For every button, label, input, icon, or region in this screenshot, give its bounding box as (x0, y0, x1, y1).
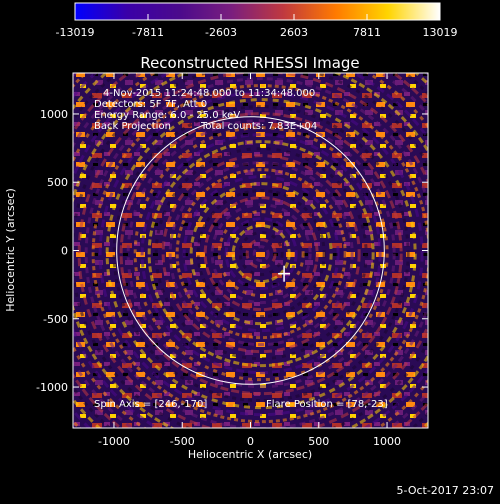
fringe-ring (168, 161, 354, 347)
detectors-label: Detectors: 5F 7F, Att 0 (94, 99, 207, 110)
fringe-ring (231, 224, 291, 284)
spin-axis-label: Spin Axis = [246,-170] (94, 399, 207, 410)
y-axis-ticks: -1000 -500 0 500 1000 (36, 108, 428, 394)
y-axis-label: Heliocentric Y (arcsec) (4, 188, 17, 312)
energy-label: Energy Range: 6.0 - 25.0 keV (94, 110, 240, 121)
time-range-label: 4-Nov-2015 11:24:48.000 to 11:34:48.000 (103, 88, 315, 99)
fringe-ring (217, 210, 305, 298)
fringe-ring (182, 175, 340, 333)
x-axis-ticks: -1000 -500 0 500 1000 (98, 73, 401, 448)
fringe-ring (133, 126, 389, 382)
fringe-ring (189, 182, 333, 326)
colorbar-tick-label: 7811 (353, 26, 381, 39)
method-label: Back Projection (94, 121, 171, 132)
fringe-ring (196, 189, 326, 319)
fringe-ring (203, 196, 319, 312)
x-tick-label: 500 (308, 435, 329, 448)
colorbar: -13019 -7811 -2603 2603 7811 13019 (56, 2, 458, 39)
colorbar-tick-label: -13019 (56, 26, 95, 39)
x-axis-label: Heliocentric X (arcsec) (188, 448, 312, 461)
timestamp: 5-Oct-2017 23:07 (397, 484, 494, 497)
x-tick-label: -1000 (98, 435, 130, 448)
y-tick-label: -500 (43, 313, 68, 326)
x-tick-label: 0 (247, 435, 254, 448)
fringe-ring (154, 147, 368, 361)
fringe-ring (126, 119, 396, 389)
colorbar-tick-label: -7811 (132, 26, 164, 39)
fringe-ring (245, 238, 277, 270)
fringe-ring (252, 245, 270, 263)
fringe-ring (140, 133, 382, 375)
y-tick-label: 500 (47, 176, 68, 189)
solar-limb-circle (116, 116, 385, 385)
colorbar-tick-label: 2603 (280, 26, 308, 39)
fringe-ring (98, 91, 424, 417)
flare-position-label: Flare Position = [78,-23] (266, 399, 388, 410)
fringe-ring (161, 154, 361, 354)
colorbar-tick-label: -2603 (205, 26, 237, 39)
colorbar-tick-label: 13019 (423, 26, 458, 39)
y-tick-label: -1000 (36, 381, 68, 394)
y-tick-label: 1000 (40, 108, 68, 121)
chart-title: Reconstructed RHESSI Image (140, 54, 359, 72)
fringe-ring (84, 77, 428, 428)
counts-label: Total counts: 7.83E+04 (200, 121, 317, 132)
colorbar-gradient (74, 2, 441, 21)
spin-axis-marker (278, 265, 291, 282)
fringe-ring (210, 203, 312, 305)
fringe-ring (105, 98, 417, 410)
fringe-ring (224, 217, 298, 291)
annotations: 4-Nov-2015 11:24:48.000 to 11:34:48.000 … (94, 88, 388, 410)
x-tick-label: 1000 (373, 435, 401, 448)
fringe-ring (112, 105, 410, 403)
x-tick-label: -500 (170, 435, 195, 448)
colorbar-ticks: -13019 -7811 -2603 2603 7811 13019 (56, 14, 458, 39)
fringe-ring (175, 168, 347, 340)
fringe-ring (238, 231, 284, 277)
y-tick-label: 0 (61, 245, 68, 258)
fringe-ring (147, 140, 375, 368)
fringe-ring (91, 84, 428, 424)
fringe-ring (119, 112, 403, 396)
